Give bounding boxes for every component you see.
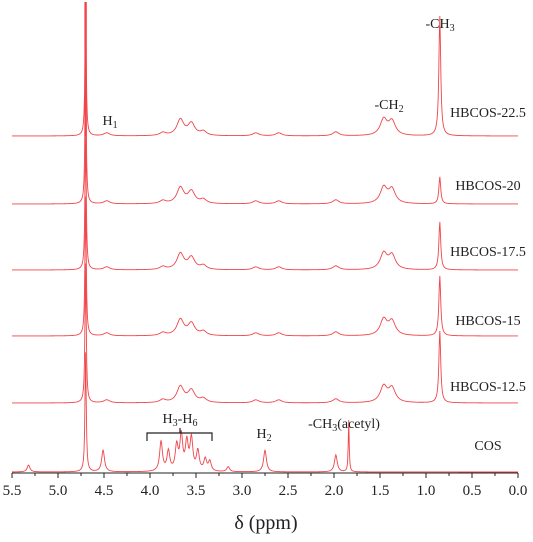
- series-label: HBCOS-17.5: [450, 245, 526, 260]
- annotation-ch2: -CH2: [374, 98, 403, 115]
- series-trace: [12, 196, 518, 337]
- annotation-h3-h6: H3-H6: [163, 412, 198, 429]
- x-tick-label: 3.5: [187, 483, 206, 499]
- series-label: HBCOS-15: [455, 314, 520, 329]
- series-label: HBCOS-22.5: [450, 106, 526, 121]
- annotation-h1: H1: [102, 114, 117, 131]
- series-labels: HBCOS-22.5 HBCOS-20 HBCOS-17.5 HBCOS-15 HBCO…: [450, 106, 526, 454]
- annotation-ch3-acetyl: -CH3(acetyl): [308, 417, 380, 434]
- series-trace: [11, 352, 518, 473]
- x-tick-label: 0.0: [509, 483, 528, 499]
- x-tick-label: 5.5: [3, 483, 22, 499]
- series-trace: [12, 64, 518, 205]
- x-tick-label: 3.0: [233, 483, 252, 499]
- x-axis-title: δ (ppm): [234, 512, 297, 534]
- series-label: COS: [474, 439, 501, 454]
- series-label: HBCOS-20: [455, 179, 520, 194]
- series-trace: [12, 6, 518, 137]
- annotation-ch3: -CH3: [425, 17, 454, 34]
- x-tick-label: 0.5: [463, 483, 482, 499]
- x-tick-label: 2.5: [279, 483, 298, 499]
- x-axis-ticks: 5.5 5.0 4.5 4.0 3.5 3.0 2.5 2.0 1.5 1.0 0.5 0.0: [3, 473, 528, 499]
- h3-h6-bracket: [146, 428, 213, 441]
- x-tick-label: 5.0: [49, 483, 68, 499]
- x-tick-label: 4.0: [141, 483, 160, 499]
- traces-group: [11, 2, 518, 473]
- x-tick-label: 1.5: [371, 483, 390, 499]
- x-tick-label: 4.5: [95, 483, 114, 499]
- annotation-h2: H2: [256, 427, 271, 444]
- series-trace: [12, 130, 518, 271]
- series-trace: [12, 263, 518, 404]
- x-tick-label: 1.0: [417, 483, 436, 499]
- series-label: HBCOS-12.5: [450, 380, 526, 395]
- annotations: H1 H3-H6 H2 -CH3(acetyl) -CH2 -CH3: [102, 17, 454, 444]
- x-tick-label: 2.0: [325, 483, 344, 499]
